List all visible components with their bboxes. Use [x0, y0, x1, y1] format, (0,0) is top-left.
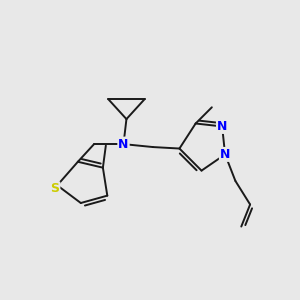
Text: N: N: [118, 138, 129, 151]
Text: N: N: [220, 148, 230, 161]
Text: S: S: [50, 182, 59, 195]
Text: N: N: [217, 120, 227, 133]
